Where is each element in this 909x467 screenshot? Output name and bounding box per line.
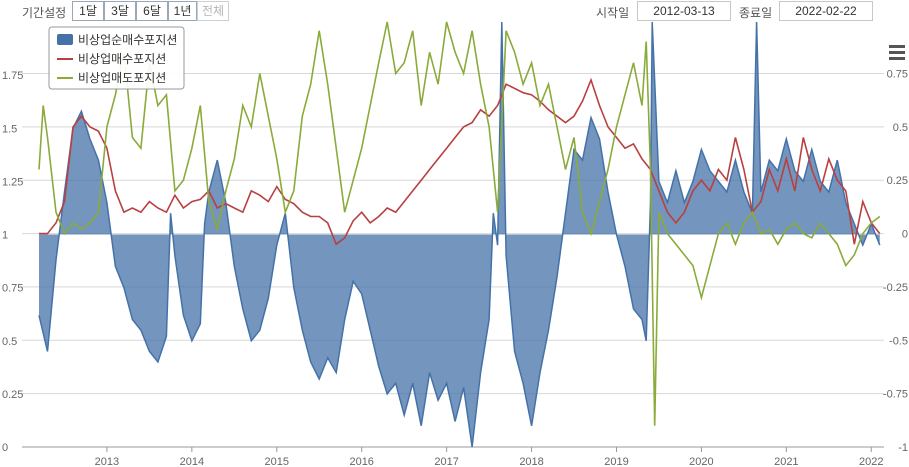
- left-axis: 0 0.25 0.5 0.75 1 1.25 1.5 1.75: [2, 70, 23, 454]
- right-axis: -1 -0.75 -0.5 -0.25 0 0.25 0.5 0.75: [883, 69, 908, 455]
- legend-entry-2: 비상업매도포지션: [78, 71, 166, 85]
- long-position-line: [39, 77, 881, 246]
- left-tick-label-3: 0.75: [2, 283, 23, 295]
- x-tick-label-9: 2022: [859, 456, 883, 467]
- start-date-input[interactable]: 2012-03-13: [637, 1, 731, 21]
- x-tick-label-7: 2020: [689, 456, 713, 467]
- period-1month-button[interactable]: 1달: [72, 1, 104, 21]
- hamburger-menu-icon[interactable]: [889, 45, 905, 60]
- end-date-label: 종료일: [739, 6, 773, 20]
- x-tick-label-0: 2013: [95, 456, 119, 467]
- x-tick-label-2: 2015: [265, 456, 289, 467]
- left-tick-label-4: 1: [2, 230, 8, 242]
- right-tick-label-0: -1: [898, 442, 908, 454]
- end-date-input[interactable]: 2022-02-22: [779, 1, 873, 21]
- x-tick-label-5: 2018: [519, 456, 543, 467]
- right-tick-label-6: 0.5: [893, 122, 908, 134]
- left-tick-label-2: 0.5: [2, 336, 17, 348]
- net-position-area: [38, 21, 881, 448]
- net-position-area-line: [38, 21, 881, 448]
- x-axis: 2013 2014 2015 2016 2017 2018 2019 2020 2021 2022: [95, 447, 884, 467]
- legend-entry-0: 비상업순매수포지션: [78, 33, 177, 47]
- net-position-area-fill: [38, 22, 880, 447]
- legend-swatch-area: [57, 34, 73, 45]
- x-tick-label-6: 2019: [604, 456, 628, 467]
- left-tick-label-7: 1.75: [2, 70, 23, 82]
- legend-entry-1: 비상업매수포지션: [78, 52, 166, 66]
- period-1year-button[interactable]: 1년: [168, 1, 197, 21]
- right-tick-label-4: 0: [902, 229, 908, 241]
- period-3month-button[interactable]: 3달: [104, 1, 136, 21]
- period-6month-button[interactable]: 6달: [136, 1, 168, 21]
- right-tick-label-5: 0.25: [887, 175, 908, 187]
- right-tick-label-3: -0.25: [883, 282, 908, 294]
- left-tick-label-0: 0: [2, 442, 8, 454]
- left-tick-label-6: 1.5: [2, 123, 17, 135]
- start-date-label: 시작일: [596, 6, 630, 20]
- right-tick-label-2: -0.5: [889, 335, 908, 347]
- x-tick-label-8: 2021: [774, 456, 798, 467]
- period-all-button[interactable]: 전체: [197, 1, 229, 21]
- x-tick-label-1: 2014: [180, 456, 204, 467]
- left-tick-label-1: 0.25: [2, 389, 23, 401]
- position-lines: [38, 21, 881, 426]
- right-tick-label-1: -0.75: [883, 389, 908, 401]
- right-tick-label-7: 0.75: [887, 69, 908, 81]
- toolbar: 기간설정 1달 3달 6달 1년 전체 시작일 2012-03-13 종료일 2…: [0, 0, 909, 22]
- short-position-line: [38, 21, 881, 426]
- x-tick-label-3: 2016: [349, 456, 373, 467]
- left-tick-label-5: 1.25: [2, 176, 23, 188]
- x-tick-label-4: 2017: [434, 456, 458, 467]
- period-setting-label: 기간설정: [22, 6, 67, 20]
